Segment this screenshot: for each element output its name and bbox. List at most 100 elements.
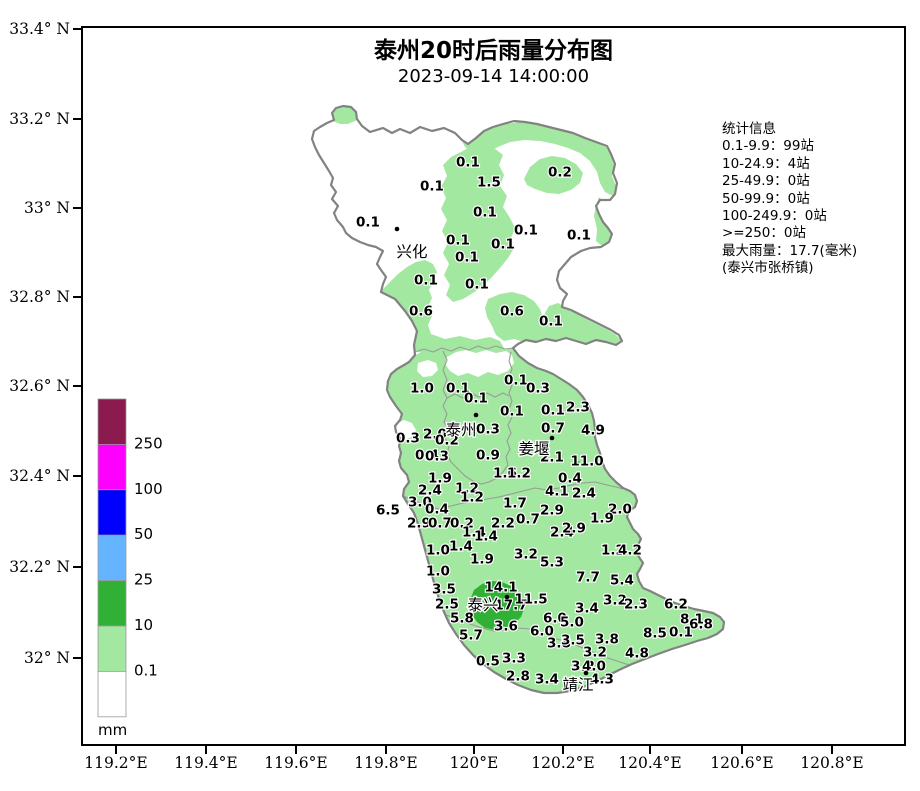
x-tick-label: 120.6°E bbox=[710, 754, 773, 772]
x-tick-label: 119.4°E bbox=[174, 754, 237, 772]
station-value: 0.1 bbox=[420, 179, 444, 195]
station-value: 3.2 bbox=[603, 593, 627, 609]
station-value: 0.7 bbox=[516, 512, 540, 528]
station-value: 1.9 bbox=[470, 552, 494, 568]
station-value: 0.2 bbox=[435, 433, 459, 449]
station-value: 0.1 bbox=[500, 404, 524, 420]
station-value: 7.7 bbox=[576, 570, 600, 586]
station-value: 0.1 bbox=[539, 314, 563, 330]
city-dot bbox=[504, 594, 510, 600]
legend-label: 100 bbox=[134, 480, 163, 498]
legend-swatch bbox=[97, 398, 127, 445]
station-value: 8.5 bbox=[643, 626, 667, 642]
station-value: 3.4 bbox=[535, 672, 559, 688]
station-value: 0.3 bbox=[425, 449, 449, 465]
station-value: 5.4 bbox=[610, 573, 634, 589]
y-tick-label: 32.2° N bbox=[9, 558, 70, 576]
station-value: 0.3 bbox=[476, 422, 500, 438]
station-value: 0.7 bbox=[541, 421, 565, 437]
stats-panel: 统计信息 0.1-9.9：99站 10-24.9：4站 25-49.9：0站 50-99… bbox=[722, 121, 857, 278]
station-value: 6.0 bbox=[530, 624, 554, 640]
y-tick-label: 33.2° N bbox=[9, 110, 70, 128]
station-value: 1.7 bbox=[503, 496, 527, 512]
station-value: 0.1 bbox=[473, 205, 497, 221]
legend-units: mm bbox=[98, 721, 127, 739]
station-value: 0.1 bbox=[456, 155, 480, 171]
station-value: 17.7 bbox=[494, 598, 527, 614]
station-value: 1.5 bbox=[477, 175, 501, 191]
station-value: 3.0 bbox=[408, 495, 432, 511]
x-tick-label: 120.8°E bbox=[800, 754, 863, 772]
city-dot bbox=[549, 435, 555, 441]
station-value: 6.5 bbox=[376, 503, 400, 519]
station-value: 0.1 bbox=[446, 381, 470, 397]
station-value: 8.1 bbox=[680, 612, 704, 628]
stats-line: (泰兴市张桥镇) bbox=[722, 260, 814, 277]
y-tick-label: 33.4° N bbox=[9, 20, 70, 38]
legend-swatch bbox=[97, 443, 127, 491]
station-value: 2.1 bbox=[540, 450, 564, 466]
station-value: 1.0 bbox=[426, 543, 450, 559]
station-value: 0.6 bbox=[500, 304, 524, 320]
city-label: 泰州 bbox=[445, 421, 476, 439]
station-value: 0.3 bbox=[526, 381, 550, 397]
station-value: 3.4 bbox=[575, 601, 599, 617]
station-value: 5.7 bbox=[459, 628, 483, 644]
station-value: 4.1 bbox=[545, 484, 569, 500]
station-value: 1.0 bbox=[426, 564, 450, 580]
station-value: 3.2 bbox=[571, 659, 595, 675]
city-label: 兴化 bbox=[396, 243, 427, 261]
y-tick-label: 32° N bbox=[24, 649, 70, 667]
station-value: 0.1 bbox=[464, 391, 488, 407]
x-tick-label: 120°E bbox=[450, 754, 499, 772]
station-value: 2.0 bbox=[423, 427, 447, 443]
station-value: 0.1 bbox=[567, 228, 591, 244]
station-value: 3.3 bbox=[502, 651, 526, 667]
legend-swatch bbox=[97, 534, 127, 582]
station-value: 4.9 bbox=[581, 423, 605, 439]
station-value: 5.0 bbox=[560, 615, 584, 631]
station-value: 2.0 bbox=[608, 502, 632, 518]
color-legend: 250 100 50 25 10 0.1 mm bbox=[97, 398, 163, 739]
legend-label: 0.1 bbox=[134, 661, 158, 679]
y-tick-label: 32.6° N bbox=[9, 377, 70, 395]
station-value: 0.4 bbox=[415, 448, 439, 464]
x-tick-label: 119.6°E bbox=[264, 754, 327, 772]
station-value: 2.4 bbox=[418, 483, 442, 499]
station-value: 0.2 bbox=[548, 165, 572, 181]
station-value: 1.2 bbox=[460, 490, 484, 506]
chart-subtitle: 2023-09-14 14:00:00 bbox=[397, 66, 590, 87]
station-value: 0.1 bbox=[446, 233, 470, 249]
station-value: 6.8 bbox=[689, 617, 713, 633]
station-value: 1.4 bbox=[474, 529, 498, 545]
station-value: 1.6 bbox=[493, 466, 517, 482]
legend-label: 250 bbox=[134, 434, 163, 452]
station-value: 3.6 bbox=[494, 619, 518, 635]
station-value: 0.1 bbox=[356, 215, 380, 231]
station-value: 2.2 bbox=[491, 516, 515, 532]
station-value: 6.0 bbox=[543, 611, 567, 627]
city-label: 姜堰 bbox=[518, 440, 549, 458]
x-tick-label: 120.2°E bbox=[531, 754, 594, 772]
city-label: 泰兴 bbox=[467, 596, 498, 614]
taizhou-boundary-outline bbox=[310, 104, 726, 695]
station-value: 3.2 bbox=[583, 645, 607, 661]
station-value: 1.9 bbox=[428, 471, 452, 487]
stats-line: 100-249.9：0站 bbox=[722, 208, 827, 225]
station-value: 3.2 bbox=[514, 547, 538, 563]
station-value: 0.2 bbox=[450, 516, 474, 532]
station-value: 2.9 bbox=[562, 521, 586, 537]
rain-shading bbox=[331, 106, 724, 693]
station-value: 0.1 bbox=[669, 625, 693, 641]
stats-line: 50-99.9：0站 bbox=[722, 190, 810, 207]
station-value: 1.4 bbox=[449, 539, 473, 555]
station-value: 0.4 bbox=[425, 502, 449, 518]
station-value: 1.2 bbox=[601, 543, 625, 559]
station-value: 1.4 bbox=[462, 525, 486, 541]
station-value: 2.5 bbox=[435, 597, 459, 613]
legend-swatch bbox=[97, 625, 127, 672]
y-axis-labels: 33.4° N 33.2° N 33° N 32.8° N 32.6° N 32.4° N… bbox=[9, 20, 70, 667]
station-value: 3.8 bbox=[595, 632, 619, 648]
